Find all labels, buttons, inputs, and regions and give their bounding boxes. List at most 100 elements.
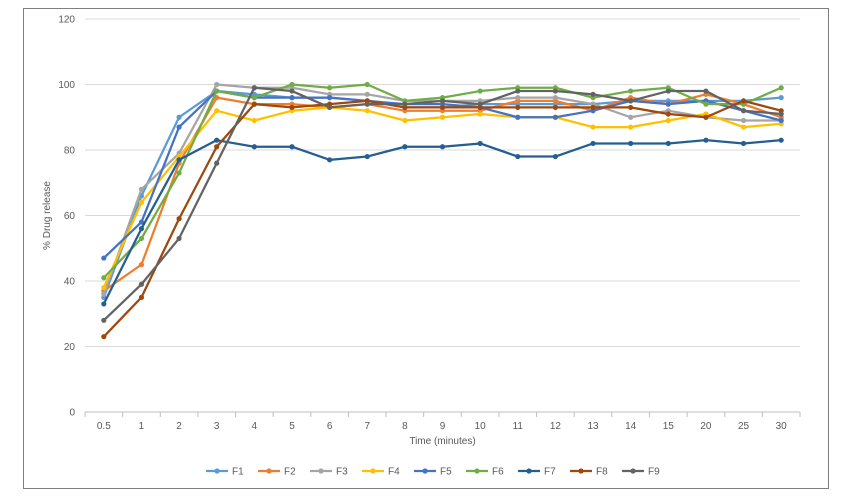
data-point-f1: [778, 95, 784, 101]
legend-marker: [214, 468, 220, 474]
x-tick-label: 4: [252, 421, 258, 432]
data-point-f9: [176, 235, 182, 242]
data-point-f5: [778, 117, 784, 124]
data-point-f3: [214, 81, 220, 88]
data-point-f7: [364, 153, 370, 160]
x-tick-label: 8: [402, 421, 408, 432]
data-point-f9: [214, 160, 220, 166]
x-tick-label: 14: [625, 421, 637, 432]
legend-label: F9: [648, 467, 660, 478]
y-tick-label: 0: [69, 408, 75, 419]
data-point-f9: [439, 98, 446, 104]
data-point-f9: [665, 88, 671, 94]
data-point-f5: [289, 95, 295, 101]
data-point-f7: [515, 153, 521, 160]
series-f8: [101, 98, 784, 340]
data-point-f6: [628, 88, 634, 94]
data-point-f8: [439, 104, 446, 111]
data-point-f8: [590, 104, 596, 111]
legend-item-f6: F6: [466, 467, 504, 478]
y-tick-label: 100: [58, 80, 75, 91]
legend-label: F1: [232, 467, 244, 478]
legend-marker: [318, 468, 324, 474]
data-point-f8: [214, 144, 220, 150]
data-point-f7: [176, 157, 182, 163]
legend-label: F4: [388, 467, 400, 478]
legend-marker: [370, 468, 376, 474]
axes: [84, 411, 801, 417]
data-point-f6: [251, 95, 257, 101]
data-point-f7: [703, 137, 709, 143]
legend-item-f1: F1: [206, 467, 244, 478]
x-tick-label: 13: [587, 421, 599, 432]
legend-item-f4: F4: [362, 467, 400, 478]
series-line-f7: [102, 139, 782, 305]
data-point-f3: [628, 114, 634, 120]
data-point-f5: [665, 101, 671, 107]
y-tick-label: 60: [64, 211, 76, 222]
series-lines: [101, 81, 784, 340]
legend-label: F2: [284, 467, 296, 478]
y-tick-label: 120: [58, 15, 75, 26]
legend-marker: [422, 468, 428, 474]
data-point-f8: [703, 114, 709, 120]
data-point-f4: [477, 111, 483, 117]
data-point-f7: [214, 137, 220, 143]
x-tick-label: 30: [776, 421, 788, 432]
y-axis-title: % Drug release: [42, 181, 53, 250]
data-point-f7: [590, 140, 596, 147]
chart-frame: [23, 8, 829, 489]
data-point-f6: [101, 275, 107, 281]
legend-item-f5: F5: [414, 467, 452, 478]
data-point-f7: [101, 301, 107, 307]
x-axis-title: Time (minutes): [409, 436, 475, 447]
data-point-f5: [101, 255, 107, 261]
data-point-f6: [477, 88, 483, 94]
legend: F1 F2 F3 F4 F5 F6 F7 F8 F9: [206, 467, 660, 478]
series-line-f4: [102, 106, 782, 289]
x-tick-label: 12: [550, 421, 562, 432]
y-tick-label: 80: [64, 146, 76, 157]
data-point-f8: [665, 111, 671, 117]
data-point-f9: [101, 317, 107, 323]
series-line-f1: [102, 89, 782, 298]
data-point-f9: [477, 101, 483, 107]
data-point-f4: [214, 108, 220, 114]
legend-label: F7: [544, 467, 556, 478]
data-point-f7: [327, 157, 333, 163]
data-point-f4: [101, 284, 107, 291]
y-tick-label: 40: [64, 277, 76, 288]
data-point-f8: [138, 294, 145, 300]
data-point-f9: [515, 88, 521, 94]
data-point-f9: [251, 85, 257, 91]
data-point-f8: [176, 216, 182, 222]
data-point-f9: [590, 91, 596, 97]
data-point-f5: [138, 219, 145, 225]
series-f6: [101, 81, 784, 281]
data-point-f1: [176, 114, 182, 120]
data-point-f3: [364, 91, 370, 97]
data-point-f7: [740, 140, 747, 147]
x-tick-label: 10: [475, 421, 487, 432]
data-point-f6: [138, 235, 145, 242]
series-line-f9: [103, 86, 782, 322]
data-point-f7: [552, 153, 558, 160]
data-point-f5: [176, 124, 182, 130]
data-point-f9: [628, 98, 634, 104]
data-point-f8: [515, 104, 521, 111]
data-point-f8: [289, 104, 295, 111]
data-point-f7: [477, 140, 483, 147]
data-point-f9: [289, 88, 295, 94]
x-tick-labels: 0.5 1 2 3 4 5 6 7 8 9 10 11 12 13 14 15 20 25 30: [97, 421, 787, 432]
data-point-f6: [327, 85, 333, 91]
data-point-f6: [703, 101, 709, 107]
legend-label: F3: [336, 467, 348, 478]
x-tick-label: 9: [440, 421, 446, 432]
data-point-f7: [289, 144, 295, 150]
legend-marker: [578, 468, 584, 474]
x-tick-label: 25: [738, 421, 750, 432]
data-point-f9: [364, 101, 370, 107]
data-point-f2: [138, 262, 145, 268]
data-point-f8: [552, 104, 558, 111]
x-tick-label: 15: [663, 421, 675, 432]
